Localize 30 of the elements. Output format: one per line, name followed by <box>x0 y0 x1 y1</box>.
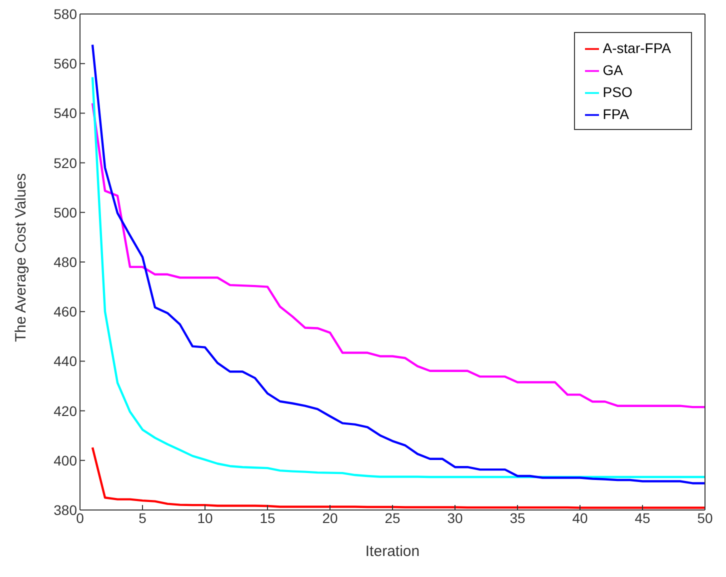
legend-label: A-star-FPA <box>602 40 671 56</box>
x-tick-label: 40 <box>572 510 588 526</box>
x-tick-label: 45 <box>634 510 650 526</box>
y-tick-label: 500 <box>54 204 78 220</box>
y-tick-label: 380 <box>54 502 78 518</box>
legend-label: GA <box>602 62 624 78</box>
x-tick-label: 15 <box>260 510 276 526</box>
x-tick-label: 20 <box>322 510 338 526</box>
legend-label: FPA <box>602 106 629 122</box>
y-tick-label: 560 <box>54 56 78 72</box>
line-series <box>91 446 705 509</box>
y-tick-label: 420 <box>54 402 78 419</box>
y-tick-label: 460 <box>54 304 78 320</box>
y-tick-label: 480 <box>54 254 78 270</box>
x-tick-label: 25 <box>384 510 400 526</box>
y-tick-label: 580 <box>54 6 78 22</box>
legend-label: PSO <box>602 84 632 100</box>
x-tick-label: 30 <box>447 510 463 526</box>
y-tick-label: 400 <box>54 452 78 468</box>
x-axis-title: Iteration <box>365 543 420 560</box>
y-tick-label: 520 <box>54 154 78 171</box>
x-tick-label: 50 <box>697 510 713 526</box>
x-tick-label: 10 <box>197 510 213 526</box>
y-axis-title: The Average Cost Values <box>12 173 30 342</box>
x-tick-label: 0 <box>76 510 84 526</box>
y-tick-label: 540 <box>54 105 78 122</box>
x-tick-label: 5 <box>138 510 147 526</box>
x-tick-label: 35 <box>510 510 526 526</box>
y-tick-label: 440 <box>54 353 78 370</box>
line-series <box>91 102 705 408</box>
